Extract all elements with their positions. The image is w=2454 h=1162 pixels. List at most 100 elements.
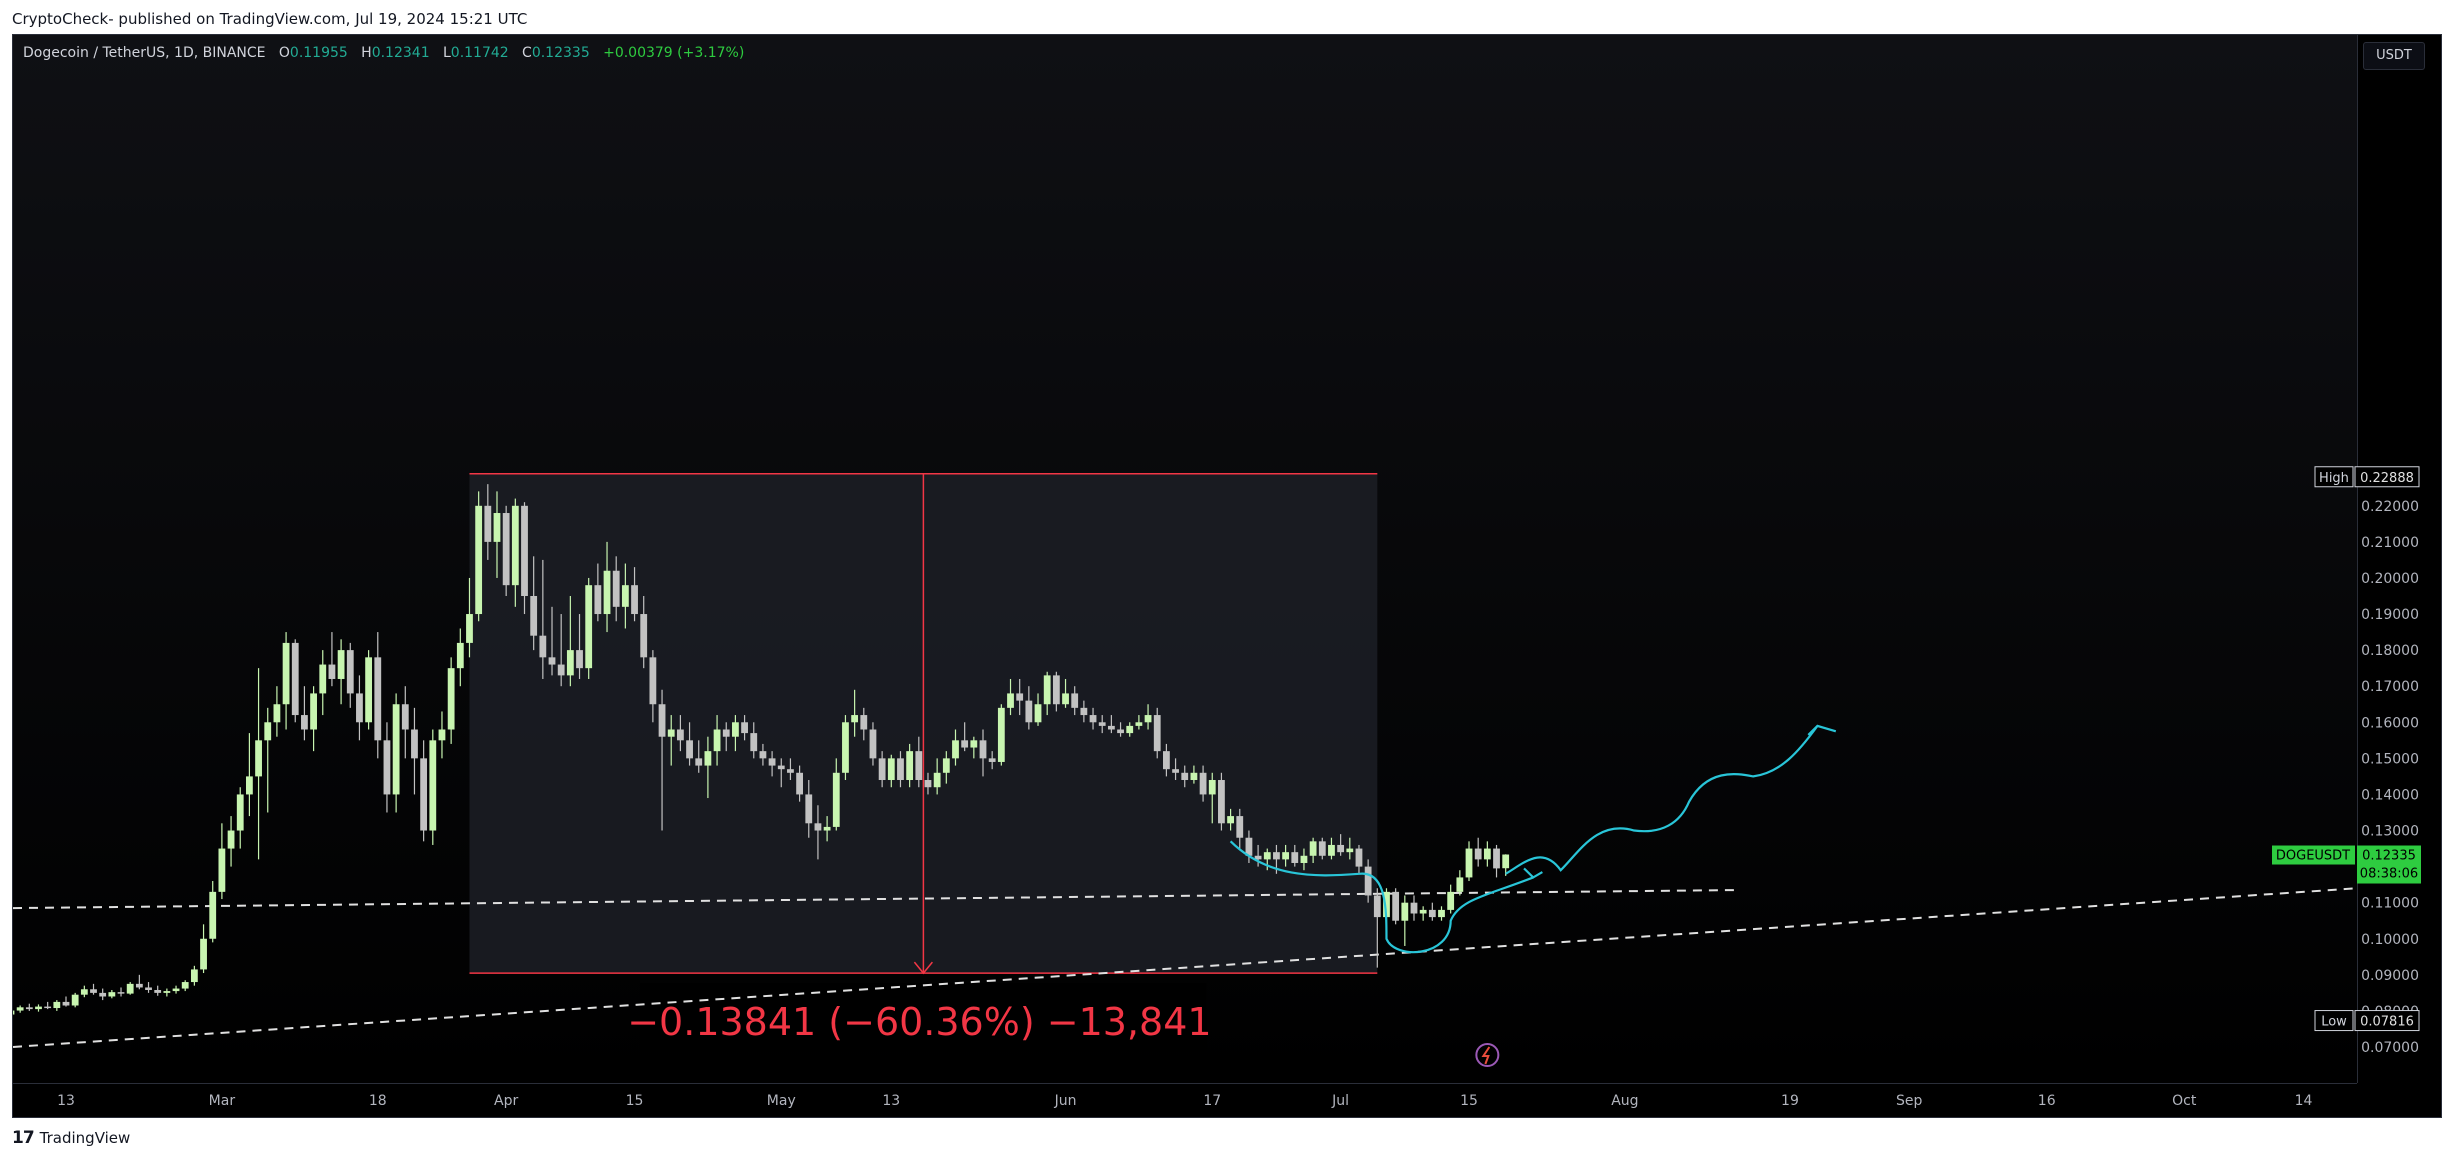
candle-body [649,657,657,705]
candle-body [1062,693,1069,705]
candle-body [1337,844,1345,853]
candle-body [1410,902,1418,914]
candle-body [13,1010,15,1015]
lightning-icon[interactable] [1475,1043,1500,1067]
candle-body [493,513,501,542]
candle-body [218,848,226,892]
candle-body [961,740,969,748]
candle-body [933,772,941,788]
time-tick-label: Mar [209,1093,236,1109]
candle-body [1346,848,1354,853]
candle-body [126,983,134,994]
candle-body [1034,704,1042,723]
candle-body [521,505,528,596]
price-tick-label: 0.09000 [2361,968,2419,984]
candle-body [1218,780,1225,824]
candle-body [732,722,739,737]
candle-body [163,991,171,993]
candle-body [1300,855,1308,863]
cup-arrow-icon [1523,867,1543,879]
candle-body [530,596,538,636]
candle-body [181,982,189,989]
price-chart[interactable]: −0.13841 (−60.36%) −13,841 0.070000.0800… [13,35,2442,1118]
candle-body [80,989,88,995]
candle-body [108,992,116,997]
low-value: 0.11742 [450,45,509,61]
ticker-symbol: DOGEUSDT [2276,849,2350,864]
time-tick-label: 16 [2038,1093,2056,1109]
candle-body [1428,909,1436,918]
candle-body [1474,848,1482,860]
candle-body [246,776,253,795]
candle-body [897,758,904,781]
bar-countdown: 08:38:06 [2360,867,2418,882]
candle-body [988,758,996,762]
candle-body [1236,816,1244,838]
candle-body [878,758,886,781]
candle-body [1071,693,1079,708]
candle-body [631,585,638,615]
high-marker-caption-box [2314,466,2354,488]
symbol-header: Dogecoin / TetherUS, 1D, BINANCE O0.1195… [23,45,744,61]
lightning-bolt-icon [1481,1046,1491,1065]
candle-body [1401,902,1409,921]
candle-body [145,987,152,990]
brand-name: TradingView [39,1129,131,1147]
candle-body [1080,707,1088,716]
candle-body [1263,852,1271,860]
candle-body [924,780,932,788]
tradingview-logo-icon: 17 [12,1128,35,1148]
chart-panel[interactable]: −0.13841 (−60.36%) −13,841 0.070000.0800… [12,34,2442,1118]
price-tick-label: 0.13000 [2361,824,2419,840]
projection-wave-curve[interactable] [1505,725,1819,875]
price-tick-label: 0.21000 [2361,535,2419,551]
price-tick-label: 0.11000 [2361,896,2419,912]
low-marker: Low 0.07816 [2314,1010,2420,1032]
price-tick-label: 0.19000 [2361,607,2419,623]
candle-body [1355,848,1363,867]
candle-body [392,704,400,795]
time-tick-label: Jun [1054,1093,1077,1109]
candle-body [640,614,648,658]
candle-body [869,729,877,759]
low-marker-caption-box [2314,1010,2354,1032]
rising-trendline[interactable] [13,887,2358,1048]
candle-body [291,642,299,716]
candle-body [346,650,354,694]
candle-body [1282,852,1290,860]
candle-body [1493,848,1500,869]
candle-body [658,704,666,737]
candle-body [1328,844,1335,856]
candle-body [1052,675,1060,705]
close-value: 0.12335 [531,45,590,61]
candle-body [915,751,923,781]
tradingview-brand[interactable]: 17 TradingView [12,1128,130,1148]
candle-body [1438,909,1445,918]
price-tick-label: 0.10000 [2361,932,2419,948]
candle-body [420,758,428,831]
candle-body [979,740,987,759]
time-tick-label: Oct [2172,1093,2197,1109]
candle-body [1383,891,1390,918]
currency-button[interactable]: USDT [2363,42,2425,70]
price-tick-label: 0.17000 [2361,679,2419,695]
candle-body [759,751,767,759]
candle-body [337,650,345,679]
candle-body [282,642,290,705]
candle-body [1043,675,1051,705]
candle-body [411,729,418,759]
candle-body [484,505,492,542]
candle-body [823,826,831,831]
projection-cup-curve[interactable] [1229,840,1534,954]
low-marker-value-box [2354,1010,2420,1032]
price-tick-label: 0.14000 [2361,787,2419,803]
time-tick-label: 13 [882,1093,900,1109]
candle-body [713,729,721,752]
candle-body [172,988,180,992]
candle-body [273,704,281,723]
candle-body [44,1006,52,1009]
candle-body [25,1007,33,1010]
candle-body [1245,837,1253,856]
time-tick-label: Jul [1331,1093,1349,1109]
candle-body [777,765,785,770]
